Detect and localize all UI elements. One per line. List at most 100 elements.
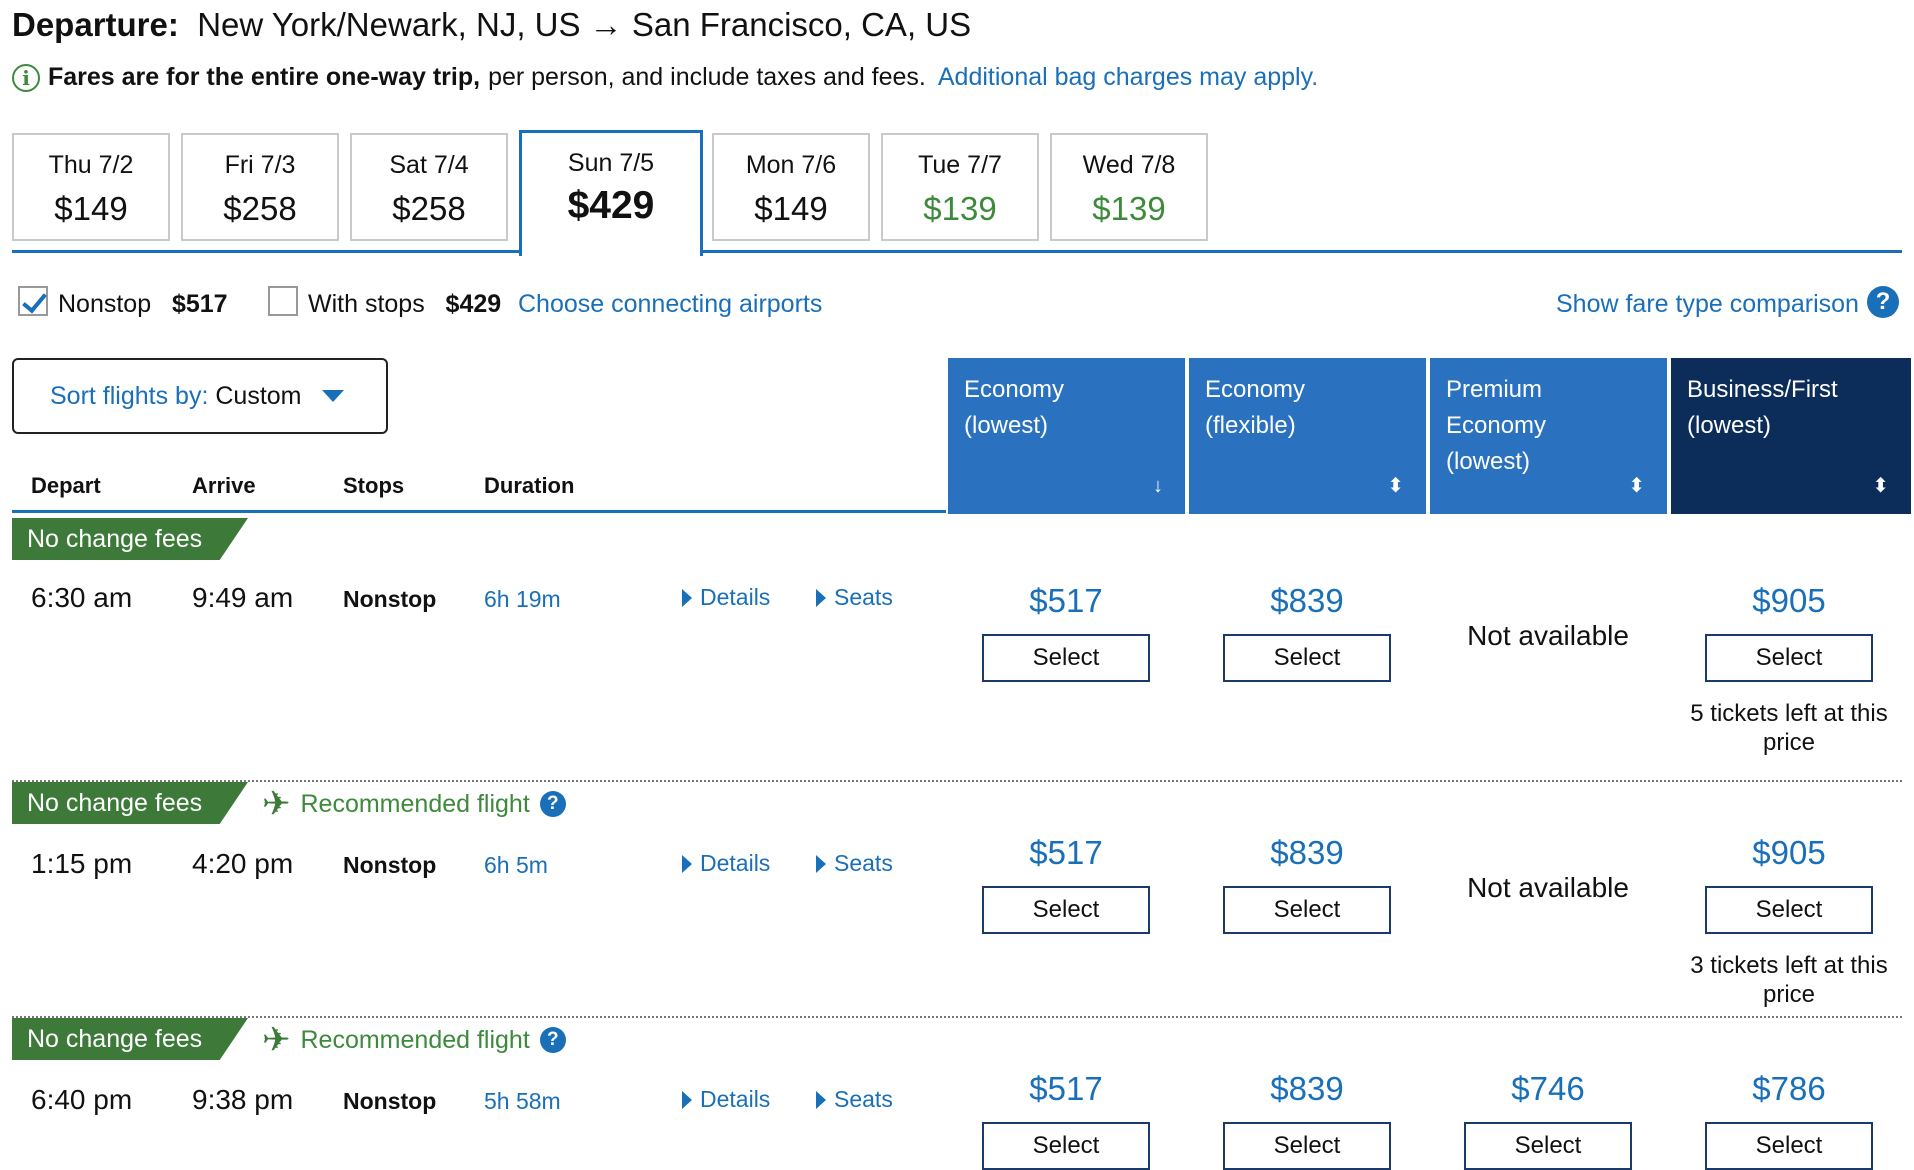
cabin-header[interactable]: Economy (flexible) ⬍ [1189, 358, 1426, 514]
tab-underline [12, 250, 1902, 253]
duration-value[interactable]: 6h 19m [484, 586, 561, 612]
fare-price: $517 [1029, 1070, 1103, 1107]
cabin-header-label: (lowest) [1687, 412, 1772, 439]
nonstop-checkbox[interactable] [18, 286, 48, 316]
with-stops-label: With stops $429 [308, 290, 502, 318]
help-icon[interactable]: ? [539, 791, 566, 817]
caret-right-icon [682, 588, 692, 607]
duration-value[interactable]: 6h 5m [484, 852, 548, 878]
date-tab[interactable]: Tue 7/7 $139 [881, 133, 1039, 241]
stops-value: Nonstop [343, 1088, 437, 1114]
no-change-fees-badge: No change fees [12, 518, 248, 560]
seats-link[interactable]: Seats [816, 850, 893, 877]
nonstop-label: Nonstop $517 [58, 290, 228, 318]
chevron-down-icon [321, 390, 344, 402]
select-button[interactable]: Select [982, 1122, 1150, 1170]
select-button[interactable]: Select [1705, 634, 1873, 682]
help-icon[interactable]: ? [539, 1027, 566, 1053]
cabin-header-label: Economy [964, 376, 1065, 403]
column-depart: Depart [31, 473, 101, 498]
sort-icon: ⬍ [1387, 475, 1404, 497]
arrive-time: 9:49 am [192, 582, 294, 613]
caret-right-icon [816, 1090, 826, 1109]
date-tab[interactable]: Mon 7/6 $149 [712, 133, 870, 241]
tickets-left-note: 3 tickets left at this price [1690, 952, 1888, 1008]
fare-price: $839 [1270, 1070, 1344, 1107]
date-tab-price: $149 [754, 190, 828, 227]
cabin-header[interactable]: Premium Economy (lowest) ⬍ [1430, 358, 1667, 514]
cabin-header-label: Premium [1446, 376, 1543, 403]
caret-right-icon [816, 854, 826, 873]
fare-price: $839 [1270, 582, 1344, 619]
cabin-header-label: Economy [1205, 376, 1306, 403]
route-text: New York/Newark, NJ, US → San Francisco,… [197, 6, 972, 43]
details-label: Details [700, 850, 771, 876]
cabin-header-label: (lowest) [964, 412, 1049, 439]
sort-dropdown[interactable]: Sort flights by: Custom [12, 358, 388, 434]
select-button[interactable]: Select [1223, 634, 1391, 682]
cabin-header-label: Economy [1446, 412, 1547, 439]
not-available: Not available [1467, 872, 1629, 903]
select-button[interactable]: Select [982, 886, 1150, 934]
select-button[interactable]: Select [1223, 886, 1391, 934]
select-button[interactable]: Select [1705, 886, 1873, 934]
fare-price: $905 [1752, 834, 1826, 871]
date-tab-day: Thu 7/2 [48, 151, 134, 179]
select-button[interactable]: Select [1705, 1122, 1873, 1170]
depart-time: 6:40 pm [31, 1084, 133, 1115]
details-label: Details [700, 1086, 771, 1112]
sort-value: Custom [215, 381, 302, 410]
with-stops-checkbox[interactable] [268, 286, 298, 316]
connecting-airports-link[interactable]: Choose connecting airports [518, 290, 823, 318]
caret-right-icon [816, 588, 826, 607]
sort-icon: ⬍ [1872, 475, 1889, 497]
date-tab-price: $429 [567, 184, 655, 227]
date-tab[interactable]: Sat 7/4 $258 [350, 133, 508, 241]
caret-right-icon [682, 1090, 692, 1109]
fare-price: $905 [1752, 582, 1826, 619]
date-tab[interactable]: Wed 7/8 $139 [1050, 133, 1208, 241]
date-tab[interactable]: Thu 7/2 $149 [12, 133, 170, 241]
duration-value[interactable]: 5h 58m [484, 1088, 561, 1114]
fare-price: $517 [1029, 834, 1103, 871]
cabin-header-label: (lowest) [1446, 448, 1531, 475]
fare-comparison-link[interactable]: Show fare type comparison ? [1556, 284, 1899, 319]
arrive-time: 9:38 pm [192, 1084, 294, 1115]
sort-icon: ⬍ [1628, 475, 1645, 497]
tickets-left-note: 5 tickets left at this price [1690, 700, 1888, 756]
info-icon: i [12, 63, 40, 92]
fare-info: i Fares are for the entire one-way trip,… [12, 63, 1318, 92]
bag-charges-link[interactable]: Additional bag charges may apply. [937, 63, 1319, 91]
select-button[interactable]: Select [982, 634, 1150, 682]
no-change-fees-badge: No change fees [12, 1018, 248, 1060]
airplane-icon: ✈ [262, 1021, 291, 1059]
select-button[interactable]: Select [1464, 1122, 1632, 1170]
date-tab-price: $149 [54, 190, 128, 227]
date-tab[interactable]: Sun 7/5 $429 [519, 130, 703, 256]
cabin-header[interactable]: Business/First (lowest) ⬍ [1671, 358, 1911, 514]
row-divider [12, 780, 1902, 782]
date-tab-day: Sun 7/5 [567, 149, 655, 177]
title-label: Departure: [12, 6, 179, 43]
arrive-time: 4:20 pm [192, 848, 294, 879]
stops-value: Nonstop [343, 586, 437, 612]
depart-time: 1:15 pm [31, 848, 133, 879]
row-divider [12, 1016, 1902, 1018]
details-link[interactable]: Details [682, 584, 770, 611]
seats-label: Seats [834, 1086, 893, 1112]
fare-price: $786 [1752, 1070, 1826, 1107]
recommended-flight: ✈ Recommended flight? [262, 1020, 566, 1060]
date-tab-day: Fri 7/3 [224, 151, 296, 179]
details-link[interactable]: Details [682, 850, 770, 877]
details-link[interactable]: Details [682, 1086, 770, 1113]
date-tab[interactable]: Fri 7/3 $258 [181, 133, 339, 241]
help-icon[interactable]: ? [1866, 285, 1899, 318]
cabin-header[interactable]: Economy (lowest) ↓ [948, 358, 1185, 514]
header-underline [12, 510, 946, 513]
seats-link[interactable]: Seats [816, 1086, 893, 1113]
fare-info-text: per person, and include taxes and fees. [488, 63, 926, 91]
date-tab-price: $139 [1092, 190, 1166, 227]
select-button[interactable]: Select [1223, 1122, 1391, 1170]
seats-link[interactable]: Seats [816, 584, 893, 611]
stops-value: Nonstop [343, 852, 437, 878]
